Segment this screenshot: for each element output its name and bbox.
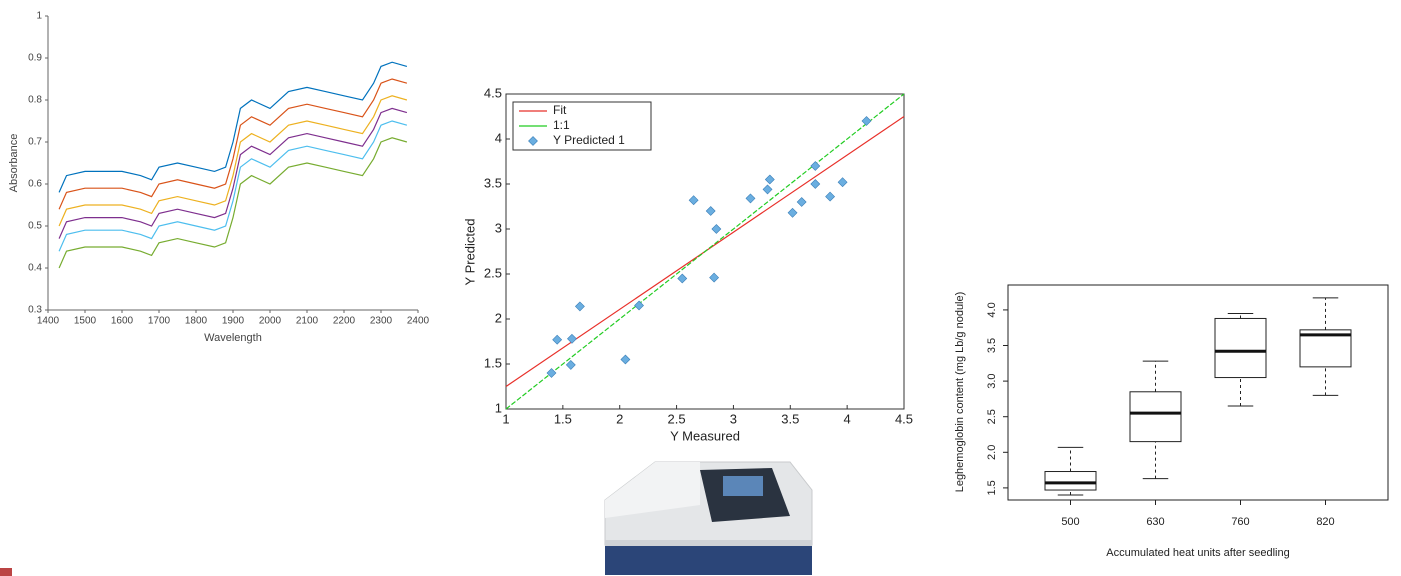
data-point bbox=[552, 334, 563, 345]
data-point bbox=[634, 300, 644, 311]
y-tick-label: 1.5 bbox=[484, 355, 502, 370]
x-tick-label: 630 bbox=[1146, 516, 1164, 528]
x-tick-label: 1400 bbox=[37, 316, 60, 327]
y-tick-label: 3.5 bbox=[986, 338, 998, 353]
y-tick-label: 3.5 bbox=[484, 175, 502, 190]
data-point bbox=[567, 333, 577, 344]
data-point bbox=[677, 273, 688, 284]
y-tick-label: 1 bbox=[495, 400, 502, 415]
x-tick-label: 500 bbox=[1061, 516, 1079, 528]
spectra-chart: Wavelength Absorbance 0.3 0.4 0.5 0.6 0.7 0.8… bbox=[8, 11, 430, 344]
y-tick-label: 1 bbox=[36, 11, 42, 22]
spectrum-line bbox=[58, 120, 408, 252]
data-point bbox=[745, 193, 756, 204]
x-tick-label: 2100 bbox=[296, 316, 319, 327]
spectrum-line bbox=[58, 137, 408, 269]
legend-label: Fit bbox=[553, 103, 567, 117]
y-tick-label: 0.6 bbox=[28, 179, 42, 190]
data-point bbox=[546, 368, 557, 378]
x-tick-label: 2 bbox=[616, 411, 623, 426]
y-tick-label: 4.0 bbox=[986, 302, 998, 317]
y-axis-label: Y Predicted bbox=[462, 219, 477, 286]
x-tick-label: 2000 bbox=[259, 316, 282, 327]
data-point bbox=[705, 206, 716, 216]
x-tick-label: 1700 bbox=[148, 316, 171, 327]
y-tick-label: 2 bbox=[495, 310, 502, 325]
x-axis-label: Wavelength bbox=[204, 332, 262, 344]
y-tick-label: 1.5 bbox=[986, 480, 998, 495]
box bbox=[1214, 317, 1267, 379]
y-tick-label: 0.8 bbox=[28, 95, 42, 106]
corner-icon bbox=[0, 568, 12, 576]
x-axis-label: Accumulated heat units after seedling bbox=[1106, 547, 1289, 559]
x-axis-label: Y Measured bbox=[670, 428, 740, 443]
data-point bbox=[825, 191, 836, 202]
data-point bbox=[709, 272, 720, 283]
x-tick-label: 1 bbox=[502, 411, 509, 426]
legend-label: 1:1 bbox=[553, 118, 570, 132]
x-tick-label: 2.5 bbox=[668, 411, 686, 426]
data-point bbox=[837, 177, 848, 188]
x-tick-label: 820 bbox=[1316, 516, 1334, 528]
y-tick-label: 3.0 bbox=[986, 373, 998, 388]
x-tick-label: 1800 bbox=[185, 316, 208, 327]
y-tick-label: 3 bbox=[495, 220, 502, 235]
y-tick-label: 2.0 bbox=[986, 445, 998, 460]
data-point bbox=[620, 354, 631, 365]
x-tick-label: 3.5 bbox=[781, 411, 799, 426]
x-tick-label: 2400 bbox=[407, 316, 430, 327]
box-chart: Accumulated heat units after seedling Le… bbox=[954, 284, 1389, 559]
legend-swatch bbox=[528, 136, 538, 146]
data-point bbox=[810, 179, 821, 189]
y-axis-label: Leghemoglobin content (mg Lb/g nodule) bbox=[954, 292, 966, 493]
y-tick-label: 0.3 bbox=[28, 305, 42, 316]
x-tick-label: 4 bbox=[844, 411, 851, 426]
box bbox=[1044, 471, 1097, 491]
fit-line bbox=[505, 93, 905, 410]
x-tick-label: 3 bbox=[730, 411, 737, 426]
x-tick-label: 1500 bbox=[74, 316, 97, 327]
x-tick-label: 2200 bbox=[333, 316, 356, 327]
data-point bbox=[688, 195, 699, 206]
legend-label: Y Predicted 1 bbox=[553, 133, 625, 147]
spectrum-line bbox=[58, 78, 408, 210]
y-tick-label: 4.5 bbox=[484, 85, 502, 100]
spectrophotometer-photo bbox=[604, 461, 813, 575]
x-tick-label: 1600 bbox=[111, 316, 134, 327]
y-axis-label: Absorbance bbox=[8, 134, 20, 193]
data-point bbox=[574, 301, 585, 312]
y-tick-label: 2.5 bbox=[484, 265, 502, 280]
y-tick-label: 4 bbox=[495, 130, 502, 145]
spectrum-line bbox=[58, 61, 408, 193]
y-tick-label: 2.5 bbox=[986, 409, 998, 424]
y-tick-label: 0.7 bbox=[28, 137, 42, 148]
prediction-chart: Y Measured Y Predicted 1 1.5 2 2.5 3 3.5 4 4.5 1… bbox=[462, 85, 913, 443]
data-point bbox=[762, 184, 773, 195]
data-point bbox=[861, 116, 872, 126]
data-point bbox=[764, 174, 775, 185]
data-point bbox=[711, 224, 722, 234]
data-point bbox=[787, 207, 798, 218]
x-tick-label: 1900 bbox=[222, 316, 245, 327]
x-tick-label: 4.5 bbox=[895, 411, 913, 426]
y-tick-label: 0.5 bbox=[28, 221, 42, 232]
spectrum-line bbox=[58, 95, 408, 227]
y-tick-label: 0.9 bbox=[28, 53, 42, 64]
y-tick-label: 0.4 bbox=[28, 263, 42, 274]
x-tick-label: 1.5 bbox=[554, 411, 572, 426]
data-point bbox=[796, 197, 807, 207]
data-point bbox=[810, 161, 821, 171]
plot-frame bbox=[1007, 284, 1389, 501]
data-point bbox=[565, 359, 576, 370]
x-tick-label: 2300 bbox=[370, 316, 393, 327]
box bbox=[1129, 391, 1182, 443]
x-tick-label: 760 bbox=[1231, 516, 1249, 528]
spectrum-line bbox=[58, 107, 408, 239]
